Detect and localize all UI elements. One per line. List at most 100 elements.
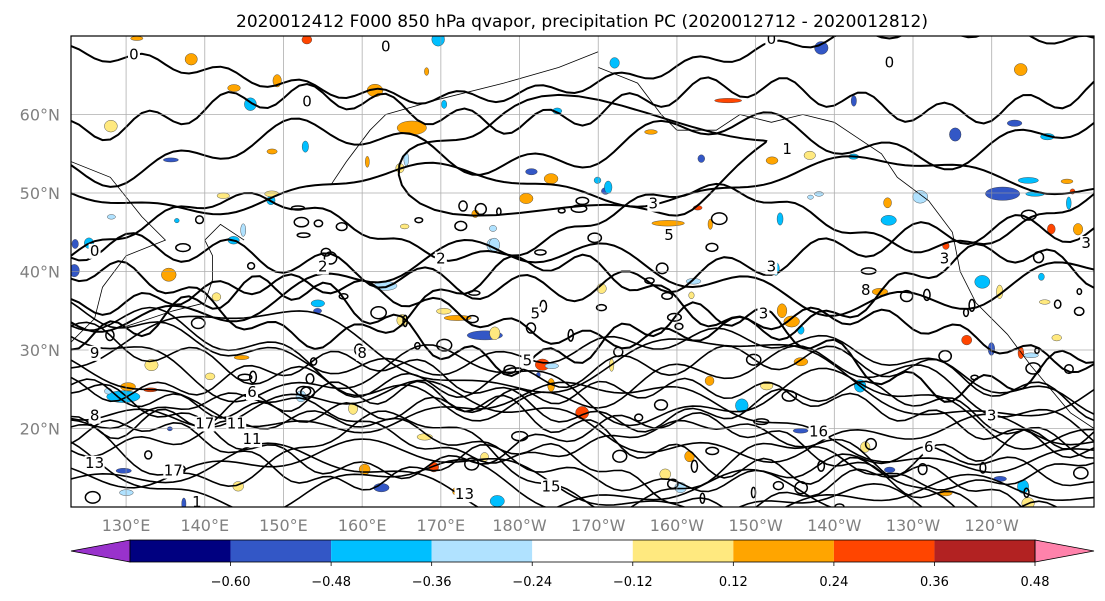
contour-label: 8: [861, 281, 871, 299]
contour-label: 6: [924, 438, 934, 456]
precip-patch: [424, 67, 429, 76]
qvapor-contour-cell: [979, 461, 987, 474]
qvapor-contour-cell: [567, 328, 575, 342]
qvapor-contour-cell: [454, 220, 468, 232]
precip-patch: [604, 180, 613, 194]
qvapor-contour-cell: [864, 437, 878, 451]
contour-label-bg: [301, 94, 314, 110]
precip-patch: [266, 148, 278, 155]
qvapor-contour-cell: [772, 480, 785, 491]
precip-patch: [880, 215, 897, 226]
contour-label: 3: [1081, 234, 1091, 252]
colorbar-tick-label: 0.36: [920, 575, 949, 590]
contour-label: 11: [227, 415, 246, 433]
contour-label: 9: [90, 344, 100, 362]
qvapor-contour-cell: [587, 232, 603, 244]
qvapor-contour-cell: [666, 312, 683, 322]
precip-patch: [310, 299, 325, 308]
precip-patch: [714, 98, 742, 104]
contour-label: 3: [649, 195, 659, 213]
qvapor-contour-cell: [313, 219, 324, 228]
precip-patch: [1051, 334, 1062, 342]
qvapor-contour-cell: [305, 373, 315, 385]
qvapor-contour-cell: [309, 357, 318, 366]
qvapor-contour-cell: [860, 267, 877, 275]
precip-patch: [184, 53, 198, 66]
qvapor-contour: [71, 111, 1094, 188]
precip-patch: [144, 359, 159, 371]
qvapor-contour-cell: [612, 449, 628, 463]
contour-label: 13: [85, 454, 104, 472]
contour-label-bg: [88, 408, 101, 424]
precip-patch: [489, 495, 505, 507]
qvapor-contour-cell: [674, 322, 684, 331]
qvapor-contour-cell: [525, 322, 537, 334]
contour-label: 0: [302, 93, 312, 111]
contour-label: 3: [987, 407, 997, 425]
qvapor-contour-cell: [1020, 209, 1037, 221]
colorbar-segment: [934, 540, 1035, 562]
qvapor-contour-cell: [105, 329, 115, 342]
qvapor-contour-cell: [745, 353, 762, 366]
qvapor-contour-cell: [414, 216, 424, 224]
contour-label: 1: [192, 493, 202, 511]
qvapor-contour-cell: [1032, 251, 1045, 264]
contour-label: 13: [455, 485, 474, 503]
precip-patch: [358, 463, 371, 475]
qvapor-contour-cell: [458, 200, 468, 212]
colorbar-segment: [130, 540, 231, 562]
contour-label-bg: [241, 432, 262, 448]
precip-patch: [71, 264, 80, 278]
qvapor-contour: [71, 214, 1094, 303]
precip-patch: [211, 292, 222, 302]
contour-label-bg: [647, 196, 660, 212]
lon-label: 160°E: [338, 516, 387, 535]
contour-label: 17: [195, 415, 214, 433]
contour-label-bg: [663, 228, 676, 244]
precip-patch: [1060, 178, 1074, 184]
qvapor-contour-cell: [290, 205, 306, 211]
qvapor-contour-cell: [436, 338, 453, 352]
precip-patch: [961, 335, 973, 346]
map-title: 2020012412 F000 850 hPa qvapor, precipit…: [236, 12, 928, 32]
qvapor-contour: [71, 438, 1094, 507]
colorbar: −0.60 −0.48 −0.36 −0.24 −0.12 0.12 0.24 0.36 0.4…: [70, 539, 1095, 590]
qvapor-contour-cell: [653, 399, 669, 411]
lat-label: 60°N: [20, 106, 60, 125]
contour-label-bg: [808, 424, 829, 440]
precip-patch: [240, 223, 246, 237]
qvapor-contour-cell: [1063, 363, 1074, 375]
precip-patch: [519, 193, 534, 204]
qvapor-contour: [71, 377, 1094, 459]
contour-label-bg: [226, 416, 247, 432]
contour-label-bg: [765, 36, 778, 47]
precip-patch: [130, 36, 144, 41]
qvapor-contour-cell: [474, 202, 488, 216]
qvapor-contour: [71, 379, 1094, 464]
lon-label: 170°W: [571, 516, 626, 535]
qvapor-contour-cell: [970, 374, 979, 381]
qvapor-contour-cell: [1034, 347, 1040, 354]
qvapor-contour-cell: [338, 292, 349, 300]
precip-patch: [974, 275, 991, 289]
contour-label-bg: [521, 353, 534, 369]
precip-patch: [441, 100, 447, 109]
precip-patch: [609, 57, 620, 69]
contour-label: 0: [767, 30, 777, 48]
contour-label-bg: [194, 416, 215, 432]
precip-patch: [163, 157, 179, 163]
qvapor-contour-cell: [175, 243, 191, 253]
precip-patch: [651, 220, 685, 227]
precip-patch: [489, 225, 497, 232]
precip-patch: [525, 168, 538, 176]
colorbar-segment: [532, 540, 633, 562]
contour-label-bg: [434, 251, 447, 267]
lon-label: 120°W: [965, 516, 1020, 535]
contour-label-bg: [859, 283, 872, 299]
precip-patch: [659, 468, 671, 480]
qvapor-contour: [71, 36, 1094, 105]
colorbar-tick-label: 0.24: [819, 575, 848, 590]
qvapor-contour: [71, 273, 1094, 374]
contour-label: 8: [357, 344, 367, 362]
qvapor-contour-cell: [539, 299, 548, 313]
